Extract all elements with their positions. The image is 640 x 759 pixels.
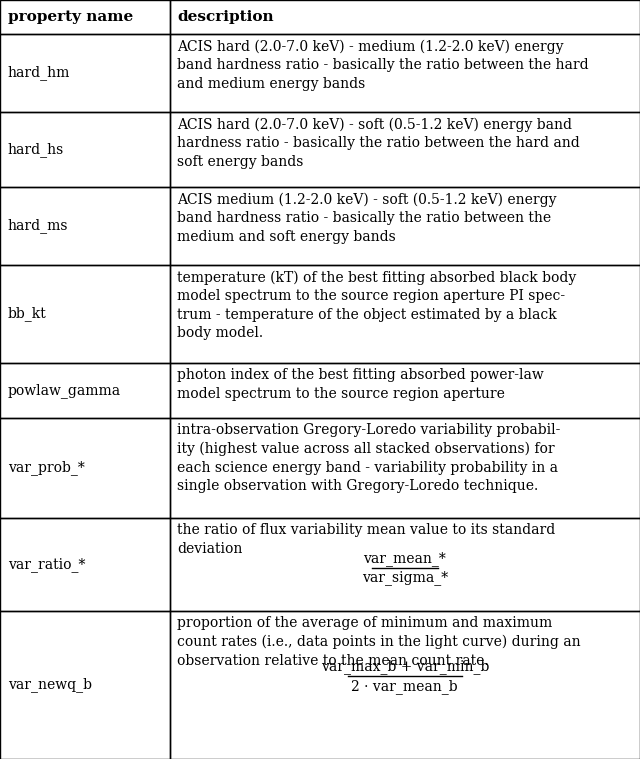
Text: hard_ms: hard_ms bbox=[8, 219, 68, 234]
Bar bbox=[170, 518, 640, 611]
Text: ACIS hard (2.0-7.0 keV) - medium (1.2-2.0 keV) energy
band hardness ratio - basi: ACIS hard (2.0-7.0 keV) - medium (1.2-2.… bbox=[177, 39, 589, 90]
Bar bbox=[170, 112, 640, 187]
Bar bbox=[0, 518, 170, 611]
Text: property name: property name bbox=[8, 10, 133, 24]
Bar bbox=[170, 611, 640, 759]
Text: ACIS hard (2.0-7.0 keV) - soft (0.5-1.2 keV) energy band
hardness ratio - basica: ACIS hard (2.0-7.0 keV) - soft (0.5-1.2 … bbox=[177, 118, 580, 168]
Bar bbox=[170, 34, 640, 112]
Text: var_mean_*: var_mean_* bbox=[364, 551, 446, 565]
Text: bb_kt: bb_kt bbox=[8, 307, 47, 322]
Text: var_ratio_*: var_ratio_* bbox=[8, 557, 85, 572]
Bar bbox=[170, 187, 640, 265]
Bar bbox=[0, 418, 170, 518]
Bar bbox=[170, 418, 640, 518]
Text: var_sigma_*: var_sigma_* bbox=[362, 570, 448, 585]
Text: hard_hm: hard_hm bbox=[8, 65, 70, 80]
Text: description: description bbox=[177, 10, 274, 24]
Bar bbox=[0, 112, 170, 187]
Text: var_newq_b: var_newq_b bbox=[8, 678, 92, 692]
Text: hard_hs: hard_hs bbox=[8, 142, 64, 157]
Text: intra-observation Gregory-Loredo variability probabil-
ity (highest value across: intra-observation Gregory-Loredo variabi… bbox=[177, 424, 561, 493]
Text: var_prob_*: var_prob_* bbox=[8, 461, 84, 475]
Text: ACIS medium (1.2-2.0 keV) - soft (0.5-1.2 keV) energy
band hardness ratio - basi: ACIS medium (1.2-2.0 keV) - soft (0.5-1.… bbox=[177, 192, 557, 244]
Bar bbox=[0, 265, 170, 363]
Bar bbox=[0, 187, 170, 265]
Text: the ratio of flux variability mean value to its standard
deviation: the ratio of flux variability mean value… bbox=[177, 523, 556, 556]
Bar bbox=[170, 265, 640, 363]
Text: powlaw_gamma: powlaw_gamma bbox=[8, 383, 121, 398]
Bar bbox=[170, 363, 640, 418]
Bar bbox=[0, 611, 170, 759]
Text: proportion of the average of minimum and maximum
count rates (i.e., data points : proportion of the average of minimum and… bbox=[177, 616, 581, 668]
Bar bbox=[0, 363, 170, 418]
Bar bbox=[170, 0, 640, 34]
Text: var_max_b + var_min_b: var_max_b + var_min_b bbox=[321, 660, 489, 674]
Bar bbox=[0, 34, 170, 112]
Text: temperature (kT) of the best fitting absorbed black body
model spectrum to the s: temperature (kT) of the best fitting abs… bbox=[177, 270, 577, 340]
Bar bbox=[0, 0, 170, 34]
Text: 2 · var_mean_b: 2 · var_mean_b bbox=[351, 679, 458, 694]
Text: photon index of the best fitting absorbed power-law
model spectrum to the source: photon index of the best fitting absorbe… bbox=[177, 368, 544, 401]
